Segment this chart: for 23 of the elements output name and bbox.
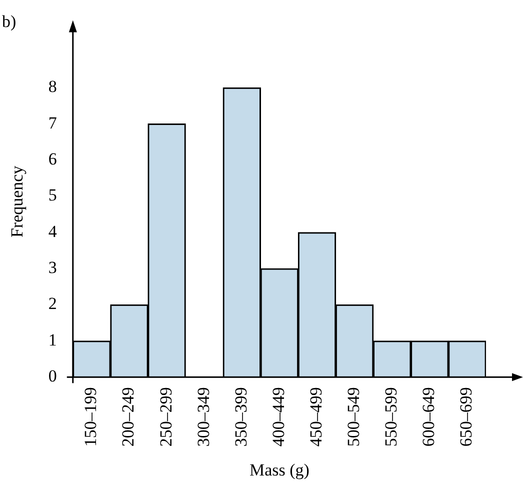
x-tick-label: 350–399	[231, 387, 250, 447]
x-tick-label: 550–599	[382, 387, 401, 447]
y-tick-label: 2	[48, 294, 57, 314]
x-tick-label: 500–549	[344, 387, 364, 447]
x-tick-label: 300–349	[194, 387, 213, 447]
x-tick-label: 400–449	[268, 387, 288, 447]
y-tick-label: 0	[48, 366, 57, 386]
y-tick-label: 4	[48, 222, 58, 241]
y-tick-label: 8	[48, 77, 57, 96]
x-tick-label: 450–499	[306, 387, 326, 447]
x-tick-label: 650–699	[456, 387, 476, 447]
y-tick-label: 1	[48, 330, 57, 350]
x-tick-label: 200–249	[118, 387, 138, 447]
y-tick-label: 3	[48, 258, 57, 278]
x-tick-label: 150–199	[81, 387, 100, 447]
y-tick-label: 6	[48, 150, 57, 169]
y-tick-label: 5	[48, 186, 57, 205]
x-tick-label: 600–649	[419, 387, 438, 447]
x-axis-title: Mass (g)	[249, 460, 310, 480]
x-tick-label: 250–299	[156, 387, 176, 447]
y-tick-label: 7	[48, 113, 58, 132]
text: b)	[2, 12, 16, 31]
y-axis-title: Frequency	[8, 165, 27, 238]
